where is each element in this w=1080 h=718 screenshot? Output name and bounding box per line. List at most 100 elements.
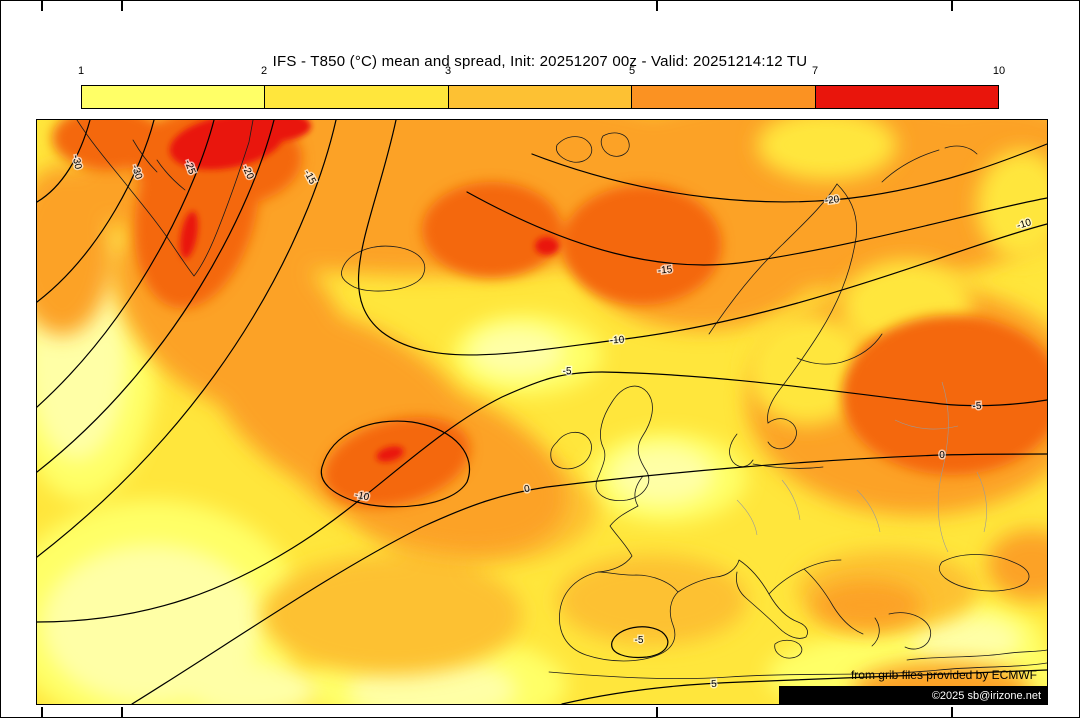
copyright-text: ©2025 sb@irizone.net <box>932 690 1041 702</box>
map-frame: -30 -30 -25 -20 -15 -20 -15 -10 -10 -10 … <box>36 119 1048 705</box>
border-line <box>856 489 881 533</box>
coastline-balkans <box>768 559 864 635</box>
frame-tick <box>41 707 43 717</box>
spread-blob <box>987 530 1047 600</box>
colorbar <box>81 85 999 109</box>
border-line <box>736 499 758 536</box>
colorbar-tick-label: 10 <box>992 65 1006 77</box>
isotherm--10-main <box>358 120 1047 356</box>
colorbar-segment <box>632 86 816 108</box>
isotherm--20-west <box>37 120 275 473</box>
coastline-black-sea <box>938 554 1030 592</box>
spread-blob <box>376 446 404 462</box>
contour-label: 5 <box>711 679 718 690</box>
colorbar-tick-label: 1 <box>77 65 85 77</box>
coastline-greenland <box>76 120 254 277</box>
spread-blob <box>422 182 562 278</box>
contour-label: -30 <box>70 154 84 171</box>
spread-blob <box>912 615 1022 665</box>
coastline-greenland-fjords <box>132 139 186 191</box>
isotherm--5-main <box>37 371 1047 623</box>
isotherm--5-closed <box>611 626 669 659</box>
spread-blob <box>562 185 722 305</box>
frame-tick <box>121 1 123 11</box>
isotherm--30a <box>37 120 91 203</box>
colorbar-segment <box>82 86 266 108</box>
coastline-france <box>597 475 644 573</box>
colorbar-tick-label: 2 <box>260 65 268 77</box>
spread-level-above-10 <box>169 120 559 462</box>
colorbar-tick-label: 3 <box>444 65 452 77</box>
spread-blob <box>37 165 112 335</box>
isotherm--20-east <box>531 143 1047 203</box>
frame-tick <box>656 1 658 11</box>
spread-blob <box>747 315 867 425</box>
isotherm-5 <box>561 669 1047 704</box>
coastline-ireland <box>550 432 592 470</box>
coastline-sicily <box>774 639 803 659</box>
isotherm--10-closed <box>320 420 471 508</box>
frame-tick <box>656 707 658 717</box>
frame-tick <box>951 707 953 717</box>
coastline-iberia <box>559 571 679 662</box>
spread-blob <box>187 662 317 704</box>
source-credit: from grib files provided by ECMWF <box>851 668 1037 682</box>
country-borders <box>736 381 987 553</box>
coastline-arctic-islands <box>881 145 978 183</box>
contour-label: -15 <box>657 264 673 276</box>
contour-label: -5 <box>972 401 982 413</box>
border-line <box>894 419 959 430</box>
colorbar-tick-label: 5 <box>628 65 636 77</box>
contour-label: -10 <box>354 490 371 504</box>
coastline-greece-aegean <box>871 612 932 650</box>
isotherm-contours <box>37 120 1047 704</box>
contour-label: -10 <box>610 335 625 347</box>
spread-blob <box>610 445 714 505</box>
coastline-north-africa <box>548 662 1047 680</box>
spread-blob <box>535 237 559 255</box>
coastline-sweden-baltic <box>767 183 857 450</box>
coastline-iceland <box>341 245 426 292</box>
coastlines <box>76 120 1047 680</box>
frame-tick <box>41 1 43 11</box>
contour-label: 0 <box>939 450 945 461</box>
coastline-svalbard <box>556 132 630 163</box>
contour-label: -25 <box>182 158 197 176</box>
spread-blob <box>757 120 897 180</box>
isotherm--30b <box>37 120 155 303</box>
border-line <box>781 479 801 521</box>
coastline-great-britain <box>595 385 653 501</box>
spread-blob <box>42 545 262 704</box>
isotherm-0 <box>131 453 1047 704</box>
colorbar-segment <box>448 86 633 108</box>
spread-blob <box>842 315 1047 475</box>
colorbar-tick-label: 7 <box>811 65 819 77</box>
coastline-turkey <box>906 649 1047 661</box>
spread-blob <box>557 555 747 645</box>
credits: from grib files provided by ECMWF ©2025 … <box>779 668 1047 704</box>
copyright-strip <box>779 686 1047 704</box>
colorbar-segment <box>265 86 449 108</box>
spread-blob <box>323 417 471 507</box>
coastline-norway <box>708 183 838 335</box>
coastline-finland <box>796 333 883 365</box>
spread-blob <box>180 211 198 259</box>
contour-label: -5 <box>635 635 644 646</box>
spread-blob <box>227 120 311 142</box>
coastline-denmark <box>729 433 824 469</box>
contour-label: -5 <box>562 366 572 377</box>
isotherm--15-east <box>466 191 1047 266</box>
spread-blob <box>812 580 922 630</box>
frame-tick <box>121 707 123 717</box>
isotherm--15-west <box>37 120 337 558</box>
chart-title: IFS - T850 (°C) mean and spread, Init: 2… <box>272 53 808 70</box>
border-line <box>937 381 949 553</box>
isotherm--25 <box>37 120 215 408</box>
frame-tick <box>951 1 953 11</box>
map-canvas: -30 -30 -25 -20 -15 -20 -15 -10 -10 -10 … <box>37 120 1047 704</box>
colorbar-segment <box>815 86 999 108</box>
spread-blob <box>52 120 162 170</box>
contour-label: 0 <box>523 484 531 496</box>
spread-blob <box>262 555 522 675</box>
